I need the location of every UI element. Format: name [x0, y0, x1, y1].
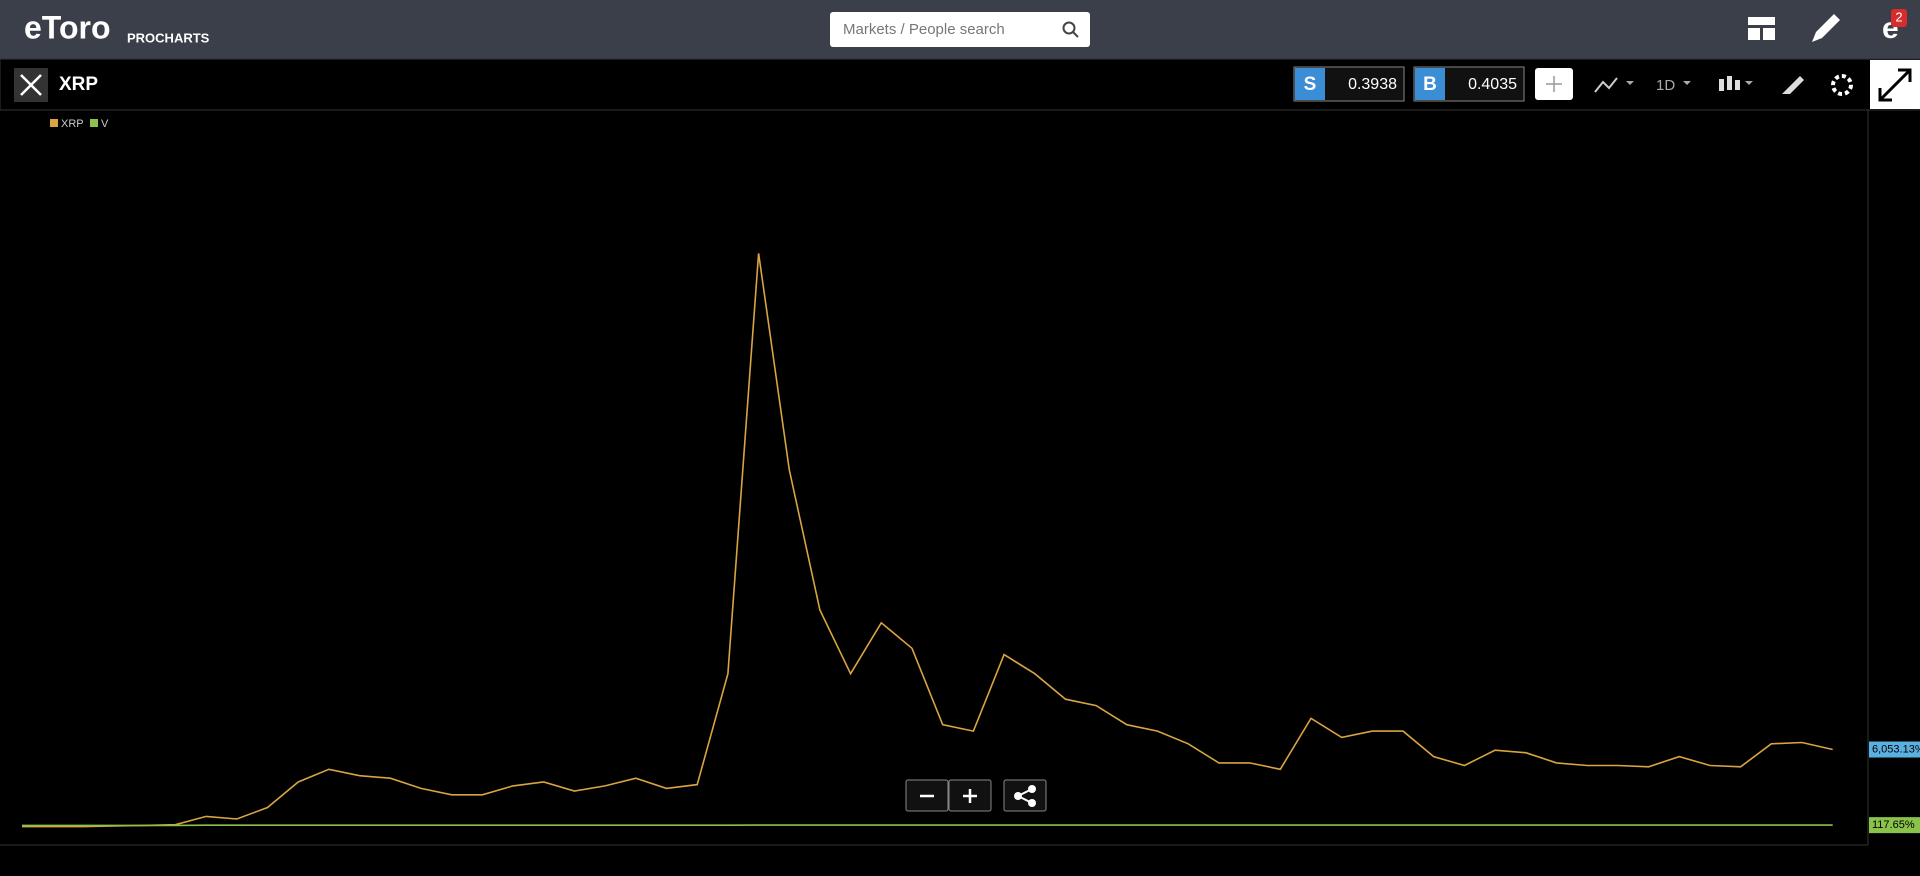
price-line: [22, 253, 1833, 828]
chart-type-button[interactable]: [1719, 76, 1740, 91]
layout-icon[interactable]: [1748, 17, 1775, 40]
zoom-in-icon: [963, 789, 977, 803]
drawing-tools-button[interactable]: [1782, 76, 1804, 94]
last-value-tag: [1869, 741, 1920, 758]
dropdown-arrow: [1683, 81, 1691, 85]
instrument-icon: [20, 74, 42, 96]
settings-button[interactable]: [1831, 74, 1853, 96]
indicator-button[interactable]: [1594, 77, 1618, 93]
share-icon: [1014, 785, 1036, 807]
logo-sub: PROCHARTS: [127, 30, 210, 45]
fullscreen-icon: [1878, 68, 1912, 102]
legend-swatch: [90, 119, 98, 127]
last-value-tag: [1869, 817, 1920, 834]
timeframe[interactable]: 1D: [1656, 77, 1675, 94]
logo[interactable]: eToro: [24, 9, 111, 45]
crosshair-icon: [1546, 76, 1562, 92]
search-box[interactable]: [830, 12, 1090, 47]
sell-label: S: [1304, 74, 1317, 95]
buy-price: 0.4035: [1468, 76, 1517, 93]
last-value-label: 6,053.13%: [1872, 743, 1920, 755]
draw-icon[interactable]: [1812, 14, 1840, 42]
sell-price: 0.3938: [1348, 76, 1397, 93]
search-placeholder: Markets / People search: [843, 21, 1005, 38]
search-icon[interactable]: [1062, 21, 1076, 35]
sell-tag: [1295, 68, 1325, 100]
buy-tag: [1415, 68, 1445, 100]
share-button[interactable]: [1003, 779, 1047, 812]
legend-label: XRP: [61, 118, 84, 130]
search-icon: [1072, 31, 1079, 38]
last-value-label: 117.65%: [1872, 819, 1915, 831]
legend-swatch: [50, 119, 58, 127]
instrument-name: XRP: [59, 74, 98, 95]
dropdown-arrow: [1745, 81, 1753, 85]
buy-label: B: [1423, 74, 1437, 95]
legend-label: V: [101, 118, 109, 130]
dropdown-arrow: [1626, 81, 1634, 85]
notification-badge[interactable]: [1891, 9, 1907, 27]
notification-count: 2: [1895, 9, 1902, 24]
toolbar: [0, 58, 1920, 111]
